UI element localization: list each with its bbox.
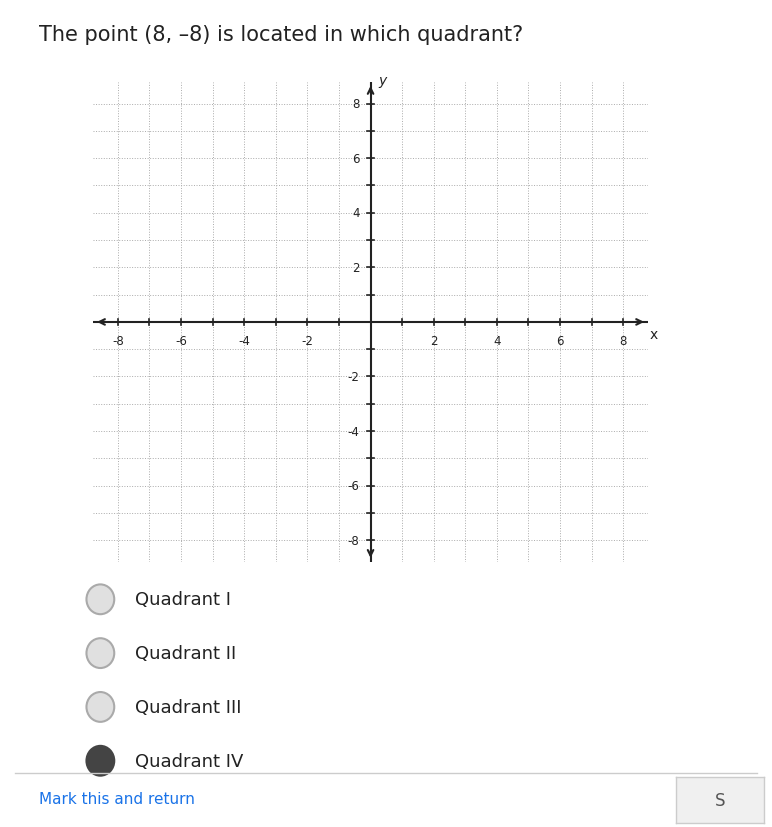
Text: 6: 6 (352, 152, 360, 165)
Text: 2: 2 (430, 335, 438, 348)
Text: y: y (378, 74, 387, 88)
Text: -2: -2 (347, 370, 360, 384)
Text: 8: 8 (619, 335, 627, 348)
Text: -2: -2 (301, 335, 313, 348)
Text: Quadrant IV: Quadrant IV (135, 752, 243, 770)
Text: 4: 4 (352, 207, 360, 220)
Text: The point (8, –8) is located in which quadrant?: The point (8, –8) is located in which qu… (39, 25, 523, 45)
Text: -8: -8 (347, 534, 360, 547)
Text: Quadrant III: Quadrant III (135, 698, 242, 716)
Text: -4: -4 (239, 335, 250, 348)
Text: Quadrant II: Quadrant II (135, 644, 236, 662)
Text: x: x (650, 327, 659, 342)
Text: -8: -8 (112, 335, 124, 348)
Text: 6: 6 (557, 335, 564, 348)
Text: 4: 4 (493, 335, 500, 348)
Text: -6: -6 (347, 480, 360, 493)
Text: S: S (715, 791, 725, 809)
Text: -4: -4 (347, 425, 360, 438)
Text: 8: 8 (352, 98, 360, 111)
Text: 2: 2 (352, 261, 360, 275)
Text: Mark this and return: Mark this and return (39, 791, 195, 806)
Text: Quadrant I: Quadrant I (135, 590, 231, 609)
Text: -6: -6 (175, 335, 187, 348)
